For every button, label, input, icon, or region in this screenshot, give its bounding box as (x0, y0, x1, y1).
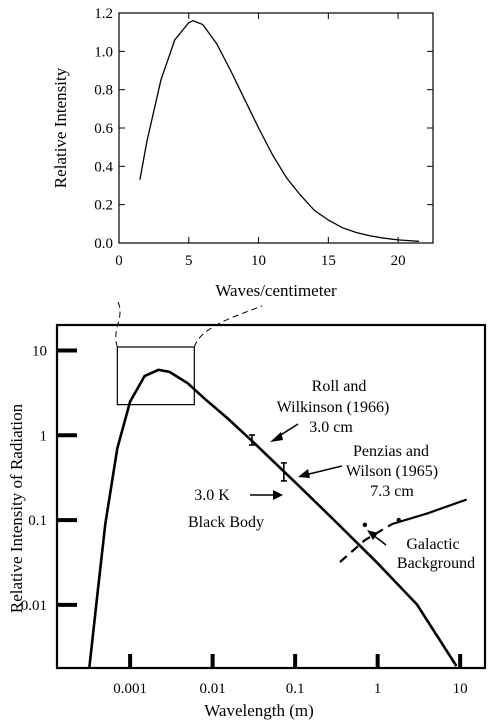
galactic-background-points (362, 517, 401, 527)
top-y-tick-label: 0.0 (94, 236, 113, 252)
top-y-tick-label: 0.8 (94, 83, 113, 99)
bottom-y-tick-label: 0.1 (28, 513, 47, 529)
galactic-background-dashed (339, 523, 393, 563)
top-x-tick-label: 20 (391, 253, 406, 269)
bottom-y-tick-label: 10 (32, 344, 47, 360)
bottom-x-ticks: 0.001 0.01 0.1 1 10 (113, 654, 468, 697)
top-y-ticks: 0.0 0.2 0.4 0.6 0.8 1.0 1.2 (94, 6, 433, 252)
bottom-x-tick-label: 10 (453, 681, 468, 697)
penzias-label-line1: Penzias and (353, 443, 429, 460)
bottom-plot-frame (55, 323, 487, 670)
bottom-y-tick-label: 0.01 (21, 598, 47, 614)
bottom-y-tick-label: 1 (40, 428, 48, 444)
top-x-tick-label: 0 (115, 253, 123, 269)
roll-wilkinson-measurement (248, 434, 255, 446)
top-chart: 0 5 10 15 20 0.0 0.2 0.4 0.6 0.8 1.0 1.2 Waves/cen… (51, 6, 434, 300)
bottom-x-tick-label: 0.01 (199, 681, 225, 697)
roll-label-line3: 3.0 cm (309, 419, 353, 436)
galactic-data-point (396, 517, 401, 523)
top-x-tick-label: 15 (321, 253, 336, 269)
top-plot-frame (118, 12, 434, 244)
bottom-chart: 0.001 0.01 0.1 1 10 0.01 0.1 1 10 Roll and Wilk… (7, 301, 487, 720)
galactic-label-line1: Galactic (406, 536, 459, 553)
black-body-curve (88, 368, 458, 669)
penzias-label-line2: Wilson (1965) (346, 463, 438, 480)
top-y-axis-title: Relative Intensity (51, 67, 70, 188)
inset-connector-right (193, 305, 263, 348)
top-y-tick-label: 1.0 (94, 44, 113, 60)
bottom-y-axis-title: Relative Intensity of Radiation (7, 403, 26, 613)
bottom-x-axis-title: Wavelength (m) (204, 701, 314, 720)
bottom-y-ticks: 0.01 0.1 1 10 (21, 344, 77, 614)
top-x-ticks: 0 5 10 15 20 (115, 13, 406, 269)
bottom-x-tick-label: 1 (374, 681, 382, 697)
top-y-tick-label: 0.4 (94, 159, 113, 175)
top-y-tick-label: 0.6 (94, 121, 113, 137)
top-spectrum-curve (139, 19, 420, 242)
galactic-label-line2: Background (397, 555, 475, 572)
bottom-x-tick-label: 0.001 (113, 681, 147, 697)
top-y-tick-label: 0.2 (94, 198, 113, 214)
annotation-arrows (250, 423, 387, 546)
roll-label-line1: Roll and (312, 378, 367, 395)
annotations: Roll and Wilkinson (1966) 3.0 cm Penzias… (188, 378, 475, 572)
inset-region-box (116, 346, 195, 406)
roll-label-line2: Wilkinson (1966) (277, 399, 390, 416)
top-x-tick-label: 10 (251, 253, 266, 269)
inset-connector-left (115, 301, 121, 348)
blackbody-label-line2: Black Body (188, 514, 264, 531)
blackbody-label-line1: 3.0 K (194, 487, 230, 504)
galactic-data-point (362, 522, 368, 527)
penzias-wilson-measurement (280, 462, 287, 482)
top-y-tick-label: 1.2 (94, 6, 113, 22)
penzias-label-line3: 7.3 cm (370, 483, 414, 500)
bottom-x-tick-label: 0.1 (286, 681, 305, 697)
galactic-background-solid (391, 498, 468, 526)
top-x-tick-label: 5 (185, 253, 193, 269)
top-x-axis-title: Waves/centimeter (215, 281, 337, 300)
